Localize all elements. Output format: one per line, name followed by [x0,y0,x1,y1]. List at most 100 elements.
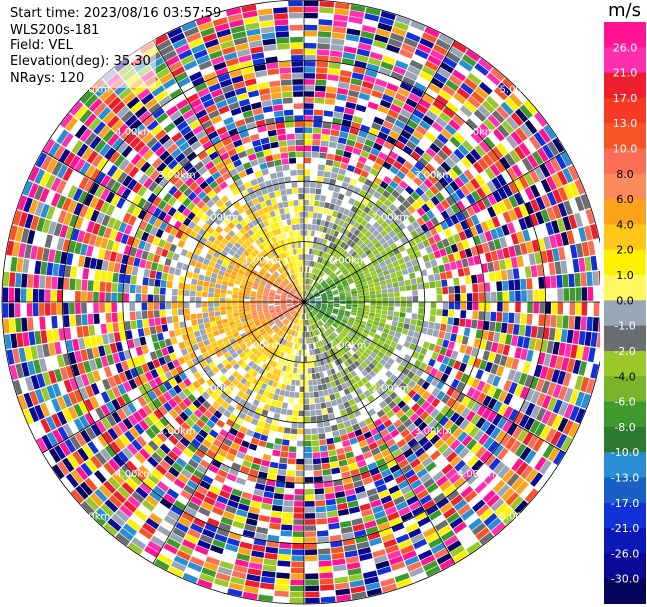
range-gate [364,295,370,299]
range-gate [384,323,391,330]
range-gate [99,281,106,292]
range-gate [305,284,307,291]
range-gate [369,370,377,378]
range-gate [309,297,315,300]
range-gate [305,537,317,543]
range-gate [575,391,585,407]
range-gate [208,260,216,268]
range-gate [268,305,275,308]
range-gate [209,444,220,454]
range-gate [282,251,287,258]
range-gate [275,578,290,585]
range-gate [317,536,330,543]
range-gate [383,234,392,242]
range-gate [325,268,331,274]
range-gate [230,133,241,142]
range-gate [331,166,340,174]
range-gate [100,503,114,517]
range-gate [502,419,513,433]
range-gate [461,395,471,407]
range-gate [340,355,347,363]
range-gate [499,156,511,170]
range-gate [338,264,344,270]
range-gate [342,317,349,322]
range-gate [328,412,336,420]
range-gate [370,328,377,334]
range-gate [250,500,262,509]
range-gate [40,402,51,418]
range-gate [109,441,121,454]
range-gate [227,282,234,287]
range-gate [252,431,262,440]
range-gate [336,246,343,253]
range-gate [343,353,350,360]
range-gate [377,326,384,332]
range-gate [400,443,411,454]
range-gate [419,494,432,505]
range-gate [353,360,361,367]
range-gate [305,290,308,297]
range-gate [357,249,365,257]
range-gate [274,335,280,341]
range-gate [270,312,277,317]
range-gate [324,287,331,291]
range-gate [53,145,66,161]
range-gate [371,90,383,99]
range-gate [15,226,24,242]
range-gate [239,130,250,139]
range-gate [298,319,301,325]
range-gate [522,361,531,374]
range-gate [247,221,255,229]
range-gate [293,287,297,293]
range-gate [314,97,325,104]
range-gate [387,310,394,316]
range-gate [186,32,202,43]
range-gate [338,219,345,227]
range-gate [272,315,278,320]
range-gate [21,273,28,288]
range-gate [221,336,229,343]
range-gate [350,78,363,86]
range-gate [344,326,351,332]
range-gate [353,334,360,341]
range-gate [590,255,598,271]
range-gate [541,194,552,208]
range-gate [252,269,259,275]
range-gate [467,455,479,468]
range-gate [282,308,288,312]
range-gate [115,341,124,352]
range-gate [304,230,308,236]
range-gate [402,376,411,385]
range-gate [337,87,349,95]
range-gate [338,255,344,262]
range-gate [494,502,509,517]
range-gate [232,187,241,196]
range-gate [341,280,348,285]
range-gate [175,136,187,148]
range-gate [247,319,254,324]
range-gate [305,260,309,266]
range-gate [336,262,342,268]
range-gate [239,227,247,235]
range-gate [139,448,151,460]
range-gate [357,547,372,556]
range-gate [551,220,560,234]
range-gate [80,89,94,104]
range-gate [538,128,551,144]
range-gate [557,302,564,315]
range-gate [245,286,252,291]
range-gate [287,341,291,348]
range-gate [42,343,50,358]
range-gate [308,305,314,309]
range-gate [320,333,325,340]
range-gate [135,229,144,240]
range-gate [187,528,201,539]
range-gate [299,319,302,326]
range-gate [294,331,298,337]
range-gate [271,216,278,224]
range-gate [406,495,419,506]
range-gate [416,320,423,327]
range-gate [251,494,263,503]
range-gate [171,560,187,572]
range-gate [351,293,358,297]
